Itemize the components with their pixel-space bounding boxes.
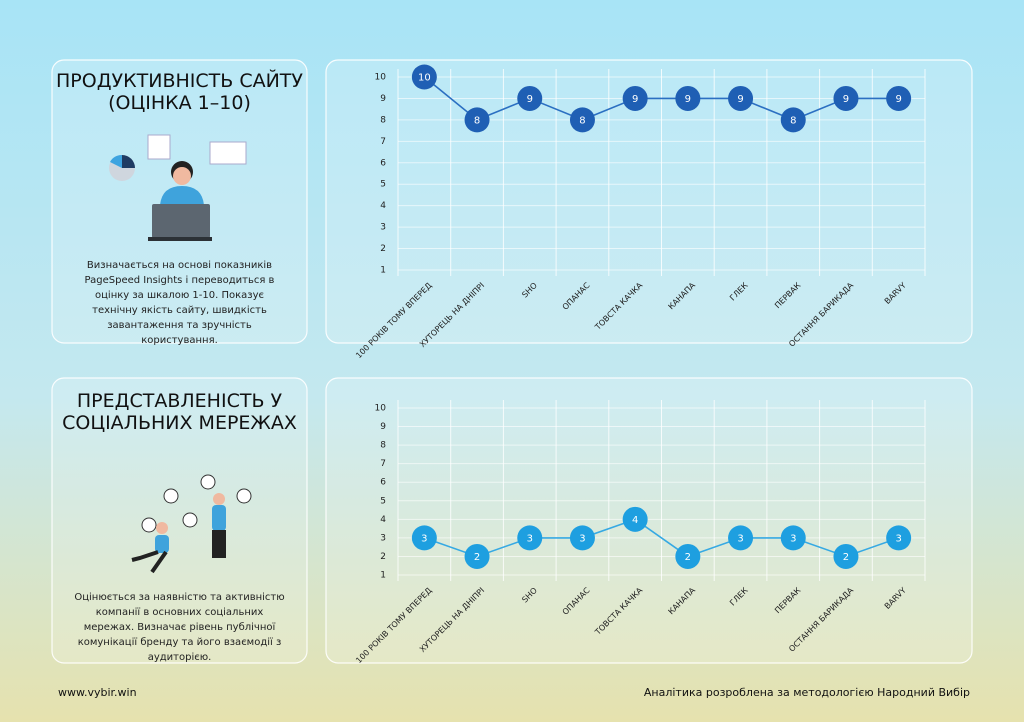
point: [411, 525, 437, 551]
y-tick-label: 4: [380, 515, 386, 525]
data-label: 3: [527, 533, 533, 544]
data-label: 2: [474, 552, 480, 563]
y-tick-label: 5: [380, 180, 386, 190]
illustration-social: [131, 474, 252, 574]
data-label: 10: [418, 73, 431, 84]
y-tick-label: 8: [380, 115, 386, 125]
y-tick-label: 1: [380, 571, 386, 581]
point: [833, 85, 859, 111]
point: [833, 543, 859, 569]
panel: [51, 377, 308, 664]
illustration-laptop: [109, 134, 247, 241]
panel: [325, 377, 973, 664]
panel: [325, 59, 973, 344]
point: [411, 64, 437, 90]
data-label: 8: [474, 115, 480, 126]
y-tick-label: 5: [380, 496, 386, 506]
y-tick-label: 2: [380, 552, 386, 562]
series-line: [423, 76, 899, 121]
data-label: 8: [579, 115, 585, 126]
y-tick-label: 9: [380, 422, 386, 432]
data-label: 3: [895, 533, 901, 544]
data-label: 9: [527, 94, 533, 105]
point: [780, 107, 806, 133]
point: [464, 107, 490, 133]
y-tick-label: 10: [375, 404, 387, 414]
y-tick-label: 10: [375, 73, 387, 83]
y-tick-label: 2: [380, 244, 386, 254]
y-tick-label: 9: [380, 94, 386, 104]
panel-description: Оцінюється за наявністю та активністю ко…: [74, 592, 285, 663]
point: [728, 85, 754, 111]
panel-title: ПРЕДСТАВЛЕНІСТЬ У СОЦІАЛЬНИХ МЕРЕЖАХ: [62, 390, 297, 434]
data-label: 9: [632, 94, 638, 105]
y-tick-label: 3: [380, 223, 386, 233]
data-label: 9: [843, 94, 849, 105]
footer-note: Аналітика розроблена за методологією Нар…: [643, 686, 970, 699]
point: [622, 506, 648, 532]
y-tick-label: 6: [380, 478, 386, 488]
data-label: 4: [632, 515, 638, 526]
data-label: 9: [895, 94, 901, 105]
point: [517, 525, 543, 551]
point: [728, 525, 754, 551]
y-tick-label: 6: [380, 158, 386, 168]
y-tick-label: 8: [380, 441, 386, 451]
panel-title: ПРОДУКТИВНІСТЬ САЙТУ (ОЦІНКА 1–10): [56, 70, 303, 114]
data-label: 8: [790, 115, 796, 126]
y-tick-label: 4: [380, 201, 386, 211]
y-tick-label: 3: [380, 533, 386, 543]
y-tick-label: 7: [380, 459, 386, 469]
data-label: 3: [790, 533, 796, 544]
data-label: 2: [843, 552, 849, 563]
data-label: 3: [421, 533, 427, 544]
series-line: [424, 518, 899, 558]
point: [675, 543, 701, 569]
point: [464, 543, 490, 569]
point: [569, 525, 595, 551]
point: [517, 85, 543, 111]
data-label: 3: [579, 533, 585, 544]
data-label: 3: [737, 533, 743, 544]
point: [569, 107, 595, 133]
data-label: 9: [737, 94, 743, 105]
point: [886, 85, 912, 111]
data-label: 9: [685, 94, 691, 105]
point: [886, 525, 912, 551]
y-tick-label: 7: [380, 137, 386, 147]
data-label: 2: [685, 552, 691, 563]
point: [622, 85, 648, 111]
footer-site: www.vybir.win: [58, 686, 137, 699]
y-tick-label: 1: [380, 266, 386, 276]
point: [675, 85, 701, 111]
panel-description: Визначається на основі показників PageSp…: [84, 260, 275, 346]
point: [780, 525, 806, 551]
